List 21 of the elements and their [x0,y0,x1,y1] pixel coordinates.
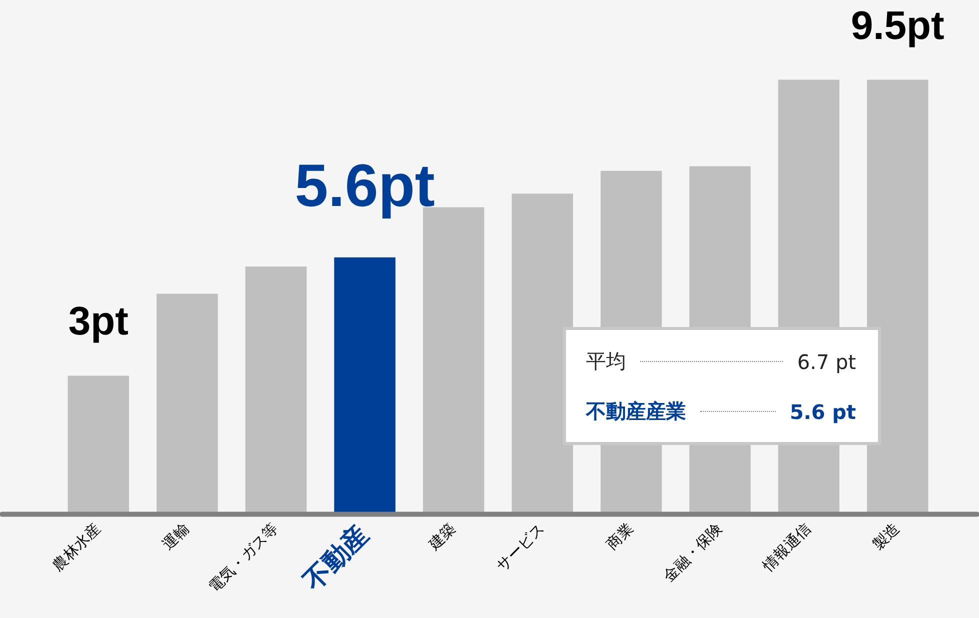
x-tick-label: 建築 [424,520,460,554]
bar [68,376,130,512]
annotation: 5.6 pt [790,400,856,424]
data-label: 9.5pt [850,4,944,48]
x-tick-label: 運輸 [158,520,193,554]
x-tick-label: 製造 [869,520,904,554]
annotation: 平均 [586,348,626,375]
bar [334,257,396,512]
x-tick-label: 商業 [602,520,637,554]
bar [156,294,218,512]
x-tick-label: 電気・ガス等 [205,520,282,596]
x-tick-label: 農林水産 [48,520,104,575]
data-label: 3pt [68,300,128,344]
bar [245,266,307,512]
x-tick-label: 不動産 [297,520,375,597]
data-label: 5.6pt [294,152,435,219]
x-tick-label: サービス [492,520,548,575]
x-tick-label: 金融・保険 [660,520,726,586]
annotation: 不動産産業 [586,398,686,425]
x-tick-label: 情報通信 [758,520,814,576]
annotation: 6.7 pt [797,350,856,374]
